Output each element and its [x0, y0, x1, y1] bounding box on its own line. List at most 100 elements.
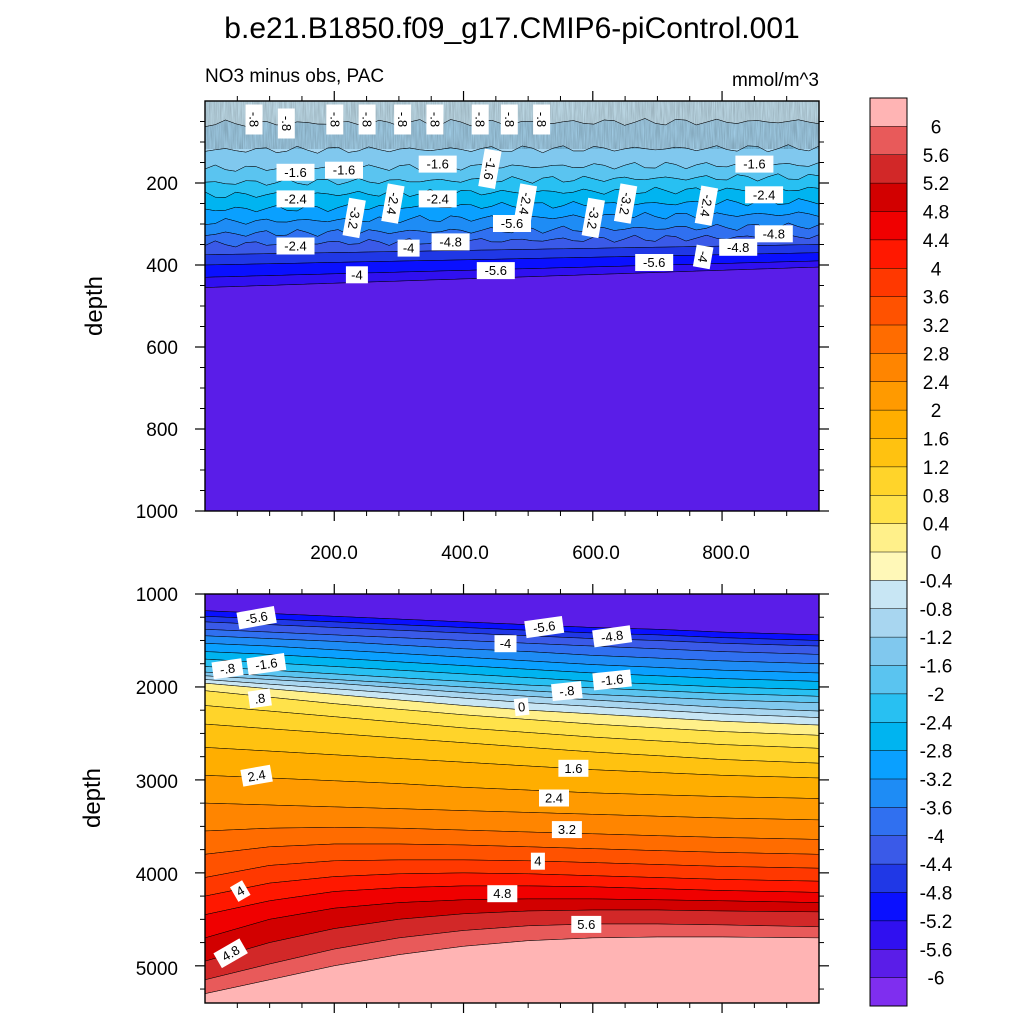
contour-label-bg: [533, 104, 551, 135]
colorbar-swatch: [870, 154, 907, 184]
contour-label-bg: [236, 606, 277, 630]
contour-label-text: -.8: [473, 112, 488, 127]
contour-label-bg: [342, 197, 366, 239]
contour-label-text: -.8: [279, 116, 294, 131]
colorbar-swatch: [870, 665, 907, 695]
upper-contour-labels: -.8 -.8 -.8 -.8 -.8 -.8 -.8 -.8 -.8-1.6 -1.6 -1.6-…: [245, 104, 793, 284]
colorbar-swatch: [870, 211, 907, 241]
lower-contour-label: 3.2: [551, 821, 582, 839]
contour-label-bg: [692, 244, 714, 270]
contour-label-bg: [493, 215, 531, 232]
upper-contour-label: -2.4: [694, 185, 719, 226]
colorbar-swatch: [870, 183, 907, 212]
contour-label-bg: [397, 239, 420, 257]
colorbar-level-label: -1.2: [920, 628, 953, 649]
colorbar-level-label: 3.6: [923, 288, 949, 309]
colorbar-level-label: -1.6: [920, 657, 953, 678]
contour-label-text: 3.2: [558, 822, 576, 837]
colorbar-level-label: -4.4: [920, 855, 953, 876]
contour-label-text: -4.8: [763, 226, 785, 241]
colorbar-level-label: 2.8: [923, 344, 949, 365]
upper-contour-band: [205, 266, 819, 511]
contour-label-text: -2.4: [516, 191, 535, 216]
colorbar-level-label: 0: [931, 543, 942, 564]
upper-contour-label: -.8: [326, 104, 344, 135]
colorbar-level-label: -2.4: [920, 713, 953, 734]
upper-contour-label: -4: [345, 266, 368, 284]
colorbar-swatch: [870, 353, 907, 383]
contour-label-text: -4.8: [439, 234, 461, 249]
upper-contour-label: -1.6: [418, 155, 457, 173]
colorbar-level-label: -0.8: [920, 600, 953, 621]
colorbar: -6 -5.6 -5.2 -4.8 -4.4 -4 -3.6 -3.2 -2.8 -2.4 -2 -1…: [869, 97, 953, 1007]
contour-label-bg: [247, 688, 272, 709]
upper-ytick-label: 800: [146, 420, 178, 441]
contour-label-text: -2.4: [284, 239, 306, 254]
colorbar-swatch: [870, 410, 907, 439]
lower-ytick-label: 3000: [136, 772, 178, 793]
contour-label-bg: [719, 238, 758, 256]
colorbar-level-label: -5.6: [920, 940, 953, 961]
upper-contour-label: -4.8: [754, 225, 793, 243]
upper-contour-label: -3.2: [342, 197, 366, 239]
colorbar-swatch: [870, 864, 907, 893]
upper-contour-label: -.8: [277, 108, 295, 139]
contour-label-bg: [418, 155, 457, 173]
contour-label-text: -3.2: [616, 191, 635, 216]
contour-label-bg: [571, 915, 602, 933]
contour-label-bg: [277, 108, 295, 139]
upper-contour-label: -.8: [533, 104, 551, 135]
colorbar-level-label: 1.2: [923, 458, 949, 479]
lower-contour-labels: -5.6 -5.6-4.8-4-1.6-.8-1.6-.8.802.4 1.62.4…: [211, 606, 633, 969]
contour-label-text: -4: [351, 267, 363, 282]
lower-field: [205, 594, 819, 1003]
contour-label-bg: [592, 669, 632, 691]
contour-label-text: -1.6: [284, 165, 306, 180]
upper-contour-label: -.8: [500, 104, 518, 135]
upper-contour-label: -2.4: [513, 183, 538, 224]
upper-xtick-label: 200.0: [310, 543, 358, 564]
contour-label-bg: [581, 197, 605, 239]
lower-contour-label: -.8: [211, 658, 244, 680]
lower-contour-label: -4: [494, 635, 517, 653]
upper-ytick-label: 1000: [136, 502, 178, 523]
colorbar-swatch: [870, 608, 907, 638]
contour-label-text: -3.2: [584, 206, 603, 231]
contour-label-text: -1.6: [743, 157, 765, 172]
contour-label-text: -1.6: [426, 157, 448, 172]
upper-contour-label: -2.4: [276, 190, 315, 208]
upper-ytick-label: 400: [146, 256, 178, 277]
units-label: mmol/m^3: [732, 70, 819, 91]
lower-contour-label: 4: [530, 852, 545, 870]
contour-label-text: -2.4: [697, 193, 716, 218]
upper-contour-label: -4: [397, 239, 420, 257]
lower-contour-label: -5.6: [236, 606, 277, 630]
contour-label-bg: [735, 155, 774, 173]
contour-label-bg: [754, 225, 793, 243]
lower-contour-label: -4.8: [592, 625, 633, 648]
contour-label-text: -2.4: [284, 191, 306, 206]
colorbar-level-label: 1.6: [923, 430, 949, 451]
contour-label-text: -.8: [502, 112, 517, 127]
lower-contour-label: 2.4: [240, 764, 273, 787]
colorbar-swatch: [870, 523, 907, 553]
contour-label-bg: [476, 262, 515, 280]
colorbar-level-label: 2.4: [923, 373, 950, 394]
upper-contour-label: -2.4: [418, 190, 457, 208]
figure-title: b.e21.B1850.f09_g17.CMIP6-piControl.001: [224, 12, 799, 45]
upper-contour-label: -2.4: [381, 183, 405, 224]
lower-contour-label: 2.4: [539, 789, 569, 807]
lower-contour-label: 4.8: [487, 885, 518, 903]
contour-label-text: -1.6: [481, 156, 500, 181]
colorbar-swatch: [870, 239, 907, 269]
contour-label-bg: [471, 104, 489, 135]
contour-label-bg: [478, 148, 502, 189]
contour-label-bg: [613, 183, 638, 224]
contour-label-text: .8: [253, 690, 266, 706]
contour-label-text: 1.6: [564, 761, 582, 776]
contour-label-text: -.8: [327, 112, 342, 127]
colorbar-swatch: [870, 693, 907, 723]
contour-label-text: 2.4: [246, 767, 266, 785]
upper-ticks: [195, 91, 829, 521]
